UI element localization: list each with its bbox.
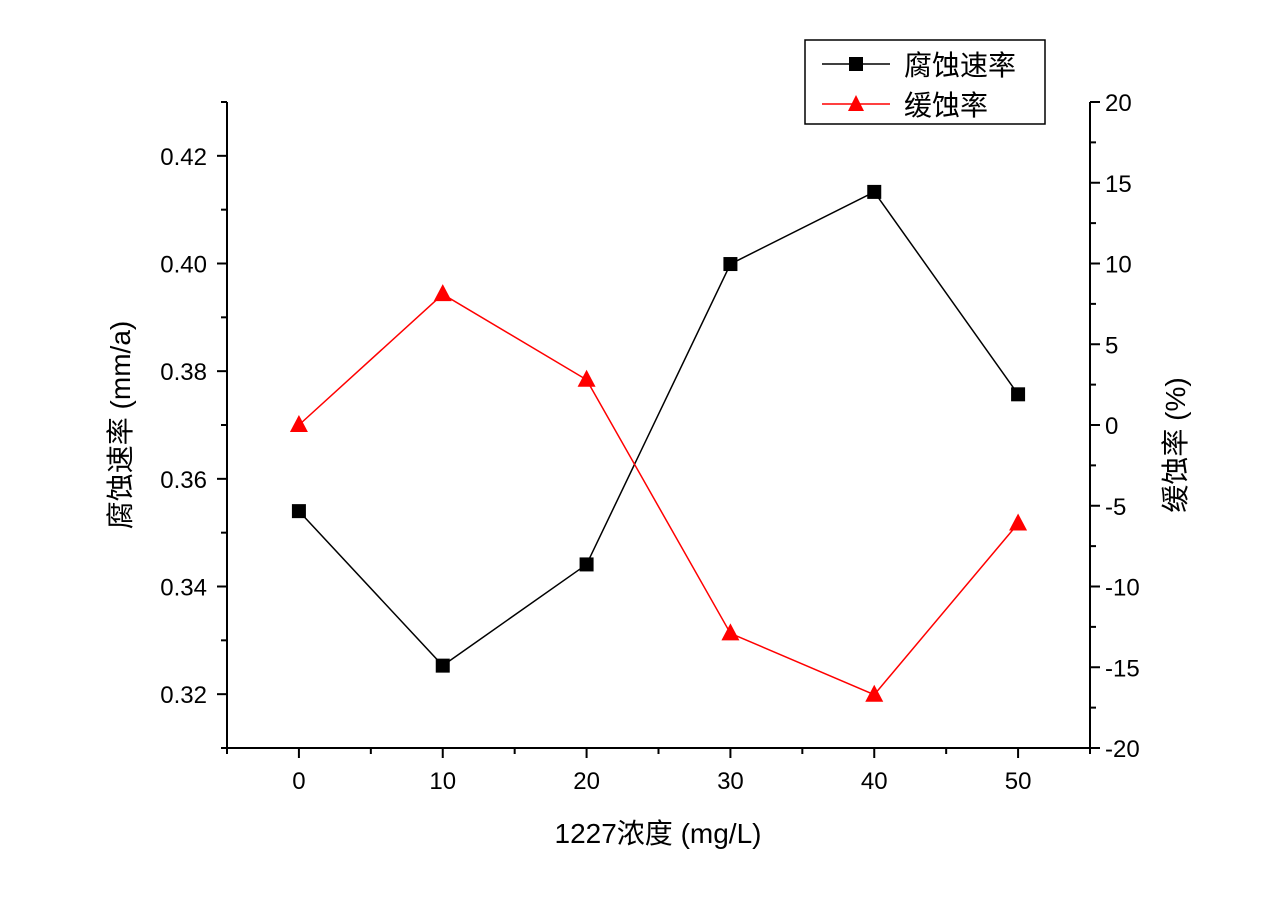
ticks (217, 101, 1100, 758)
left-y-tick-label: 0.36 (160, 467, 207, 494)
tick-labels: 0 10 20 30 40 500.320.340.360.380.400.42-20-1… (160, 90, 1139, 795)
legend-marker-triangle (848, 95, 864, 111)
legend-label-corrosion-rate: 腐蚀速率 (904, 49, 1016, 82)
x-tick-label: 40 (861, 768, 888, 795)
data-point-square (723, 257, 738, 272)
right-y-tick-label: -10 (1105, 575, 1140, 602)
data-point-triangle (433, 284, 452, 302)
data-point-triangle (721, 623, 740, 641)
data-point-square (1011, 387, 1026, 402)
x-tick-label: 0 (292, 768, 305, 795)
right-y-tick-label: 20 (1105, 90, 1132, 117)
x-tick-label: 20 (573, 768, 600, 795)
left-y-tick-label: 0.32 (160, 682, 207, 709)
right-y-tick-label: -20 (1105, 736, 1140, 763)
data-point-triangle (865, 684, 884, 702)
x-tick-label: 50 (1005, 768, 1032, 795)
left-y-tick-label: 0.34 (160, 575, 207, 602)
left-y-axis-title: 腐蚀速率 (mm/a) (105, 321, 136, 529)
legend-marker-square (849, 57, 863, 71)
x-tick-label: 10 (429, 768, 456, 795)
legend-box (804, 39, 1046, 125)
data-point-triangle (1009, 513, 1028, 531)
series-line-inhibition-rate (298, 293, 1019, 696)
left-y-tick-label: 0.38 (160, 359, 207, 386)
data-point-square (291, 504, 306, 519)
right-y-tick-label: 5 (1105, 332, 1118, 359)
axes (226, 102, 1091, 749)
data-point-triangle (577, 369, 596, 387)
data-point-triangle (289, 415, 308, 432)
x-axis-title: 1227浓度 (mg/L) (555, 818, 762, 849)
data-point-square (579, 557, 594, 572)
right-y-tick-label: 15 (1105, 171, 1132, 198)
left-y-tick-label: 0.42 (160, 144, 207, 171)
right-y-tick-label: -5 (1105, 494, 1126, 521)
legend-label-inhibition-rate: 缓蚀率 (904, 89, 988, 122)
x-tick-label: 30 (717, 768, 744, 795)
right-y-tick-label: 10 (1105, 252, 1132, 279)
data-point-square (435, 658, 450, 673)
series-line-corrosion-rate (298, 190, 1019, 667)
right-y-tick-label: 0 (1105, 413, 1118, 440)
right-y-axis-title: 缓蚀率 (%) (1160, 377, 1191, 512)
left-y-tick-label: 0.40 (160, 252, 207, 279)
series-layer (289, 184, 1028, 702)
legend: 腐蚀速率 缓蚀率 (804, 39, 1046, 125)
right-y-tick-label: -15 (1105, 655, 1140, 682)
data-point-square (867, 184, 882, 199)
